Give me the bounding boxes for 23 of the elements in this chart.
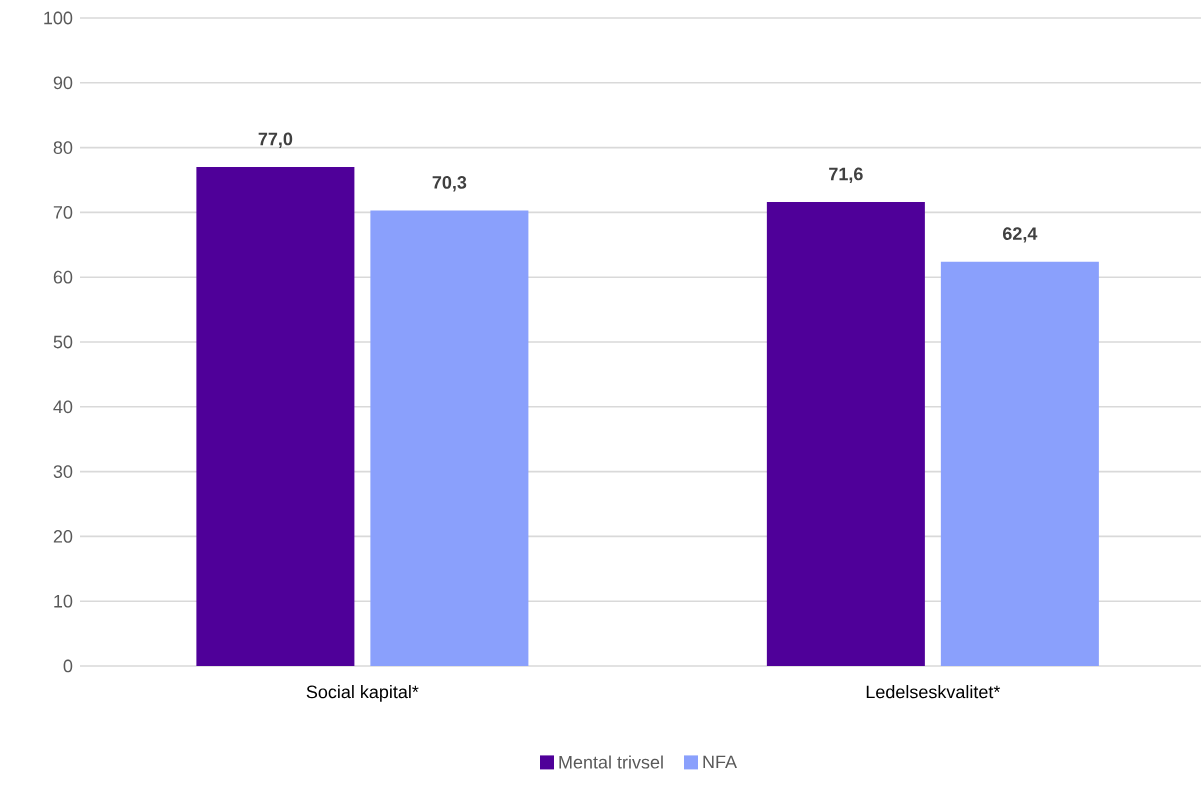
x-tick-label: Ledelseskvalitet* [866,685,1001,699]
bar [196,167,355,666]
y-tick-label: 30 [53,465,73,478]
y-tick-label: 50 [53,335,73,349]
y-tick-label: 20 [53,530,73,543]
legend-label: NFA [703,755,737,769]
bar [370,210,529,666]
y-tick-label: 10 [54,594,73,608]
y-tick-label: 80 [53,141,73,154]
y-tick-label: 60 [53,270,73,284]
data-label: 71,6 [829,167,863,183]
legend-label: Mental trivsel [559,755,663,769]
bar [766,202,925,666]
bar [940,261,1099,666]
y-tick-label: 70 [53,206,73,219]
data-label: 77,0 [258,132,293,148]
y-tick-label: 40 [53,400,73,414]
y-tick-label: 100 [44,11,73,25]
y-tick-label: 0 [63,659,73,673]
x-tick-label: Social kapital* [306,685,419,702]
data-label: 62,4 [1003,227,1038,243]
y-tick-label: 90 [53,76,73,90]
data-label: 70,3 [432,176,467,192]
